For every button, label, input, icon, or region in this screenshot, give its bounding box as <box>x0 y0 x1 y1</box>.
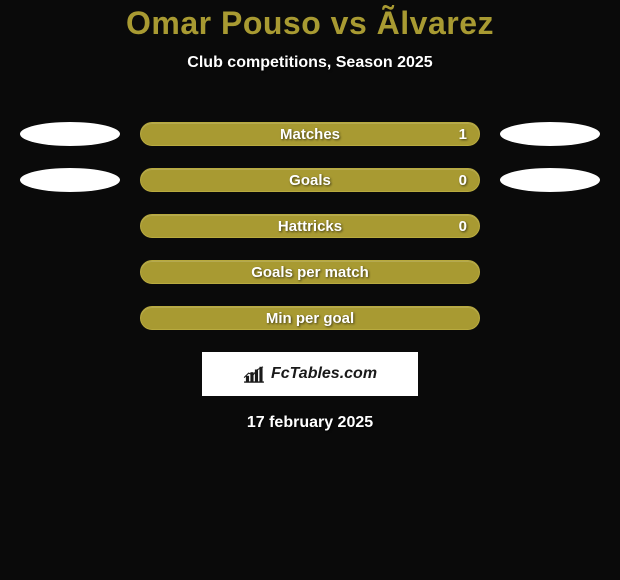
stat-label: Goals per match <box>251 264 369 281</box>
stat-bar-wrapper: Matches 1 <box>140 122 480 146</box>
stats-list: Matches 1 Goals 0 Hattricks 0 Goals per match M… <box>0 122 620 330</box>
ellipse-spacer <box>20 260 120 284</box>
stat-value: 0 <box>459 172 467 189</box>
brand-logo: FcTables.com <box>202 352 418 396</box>
stat-value: 1 <box>459 126 467 143</box>
stat-row: Min per goal <box>0 306 620 330</box>
stat-row: Matches 1 <box>0 122 620 146</box>
subtitle: Club competitions, Season 2025 <box>0 54 620 72</box>
left-player-ellipse <box>20 122 120 146</box>
stat-bar: Hattricks 0 <box>140 214 480 238</box>
comparison-card: Omar Pouso vs Ãlvarez Club competitions,… <box>0 0 620 432</box>
stat-bar: Matches 1 <box>140 122 480 146</box>
right-player-ellipse <box>500 168 600 192</box>
date-label: 17 february 2025 <box>0 414 620 432</box>
chart-icon <box>243 365 265 383</box>
stat-bar: Goals per match <box>140 260 480 284</box>
page-title: Omar Pouso vs Ãlvarez <box>0 5 620 42</box>
stat-label: Min per goal <box>266 310 354 327</box>
stat-row: Hattricks 0 <box>0 214 620 238</box>
stat-bar-wrapper: Goals per match <box>140 260 480 284</box>
ellipse-spacer <box>20 214 120 238</box>
ellipse-spacer <box>500 260 600 284</box>
stat-row: Goals per match <box>0 260 620 284</box>
stat-row: Goals 0 <box>0 168 620 192</box>
ellipse-spacer <box>20 306 120 330</box>
stat-bar-wrapper: Hattricks 0 <box>140 214 480 238</box>
left-player-ellipse <box>20 168 120 192</box>
right-player-ellipse <box>500 122 600 146</box>
stat-label: Goals <box>289 172 331 189</box>
stat-label: Matches <box>280 126 340 143</box>
ellipse-spacer <box>500 214 600 238</box>
stat-bar-wrapper: Min per goal <box>140 306 480 330</box>
stat-bar: Min per goal <box>140 306 480 330</box>
stat-bar: Goals 0 <box>140 168 480 192</box>
brand-text: FcTables.com <box>271 365 377 383</box>
stat-value: 0 <box>459 218 467 235</box>
stat-bar-wrapper: Goals 0 <box>140 168 480 192</box>
ellipse-spacer <box>500 306 600 330</box>
stat-label: Hattricks <box>278 218 342 235</box>
